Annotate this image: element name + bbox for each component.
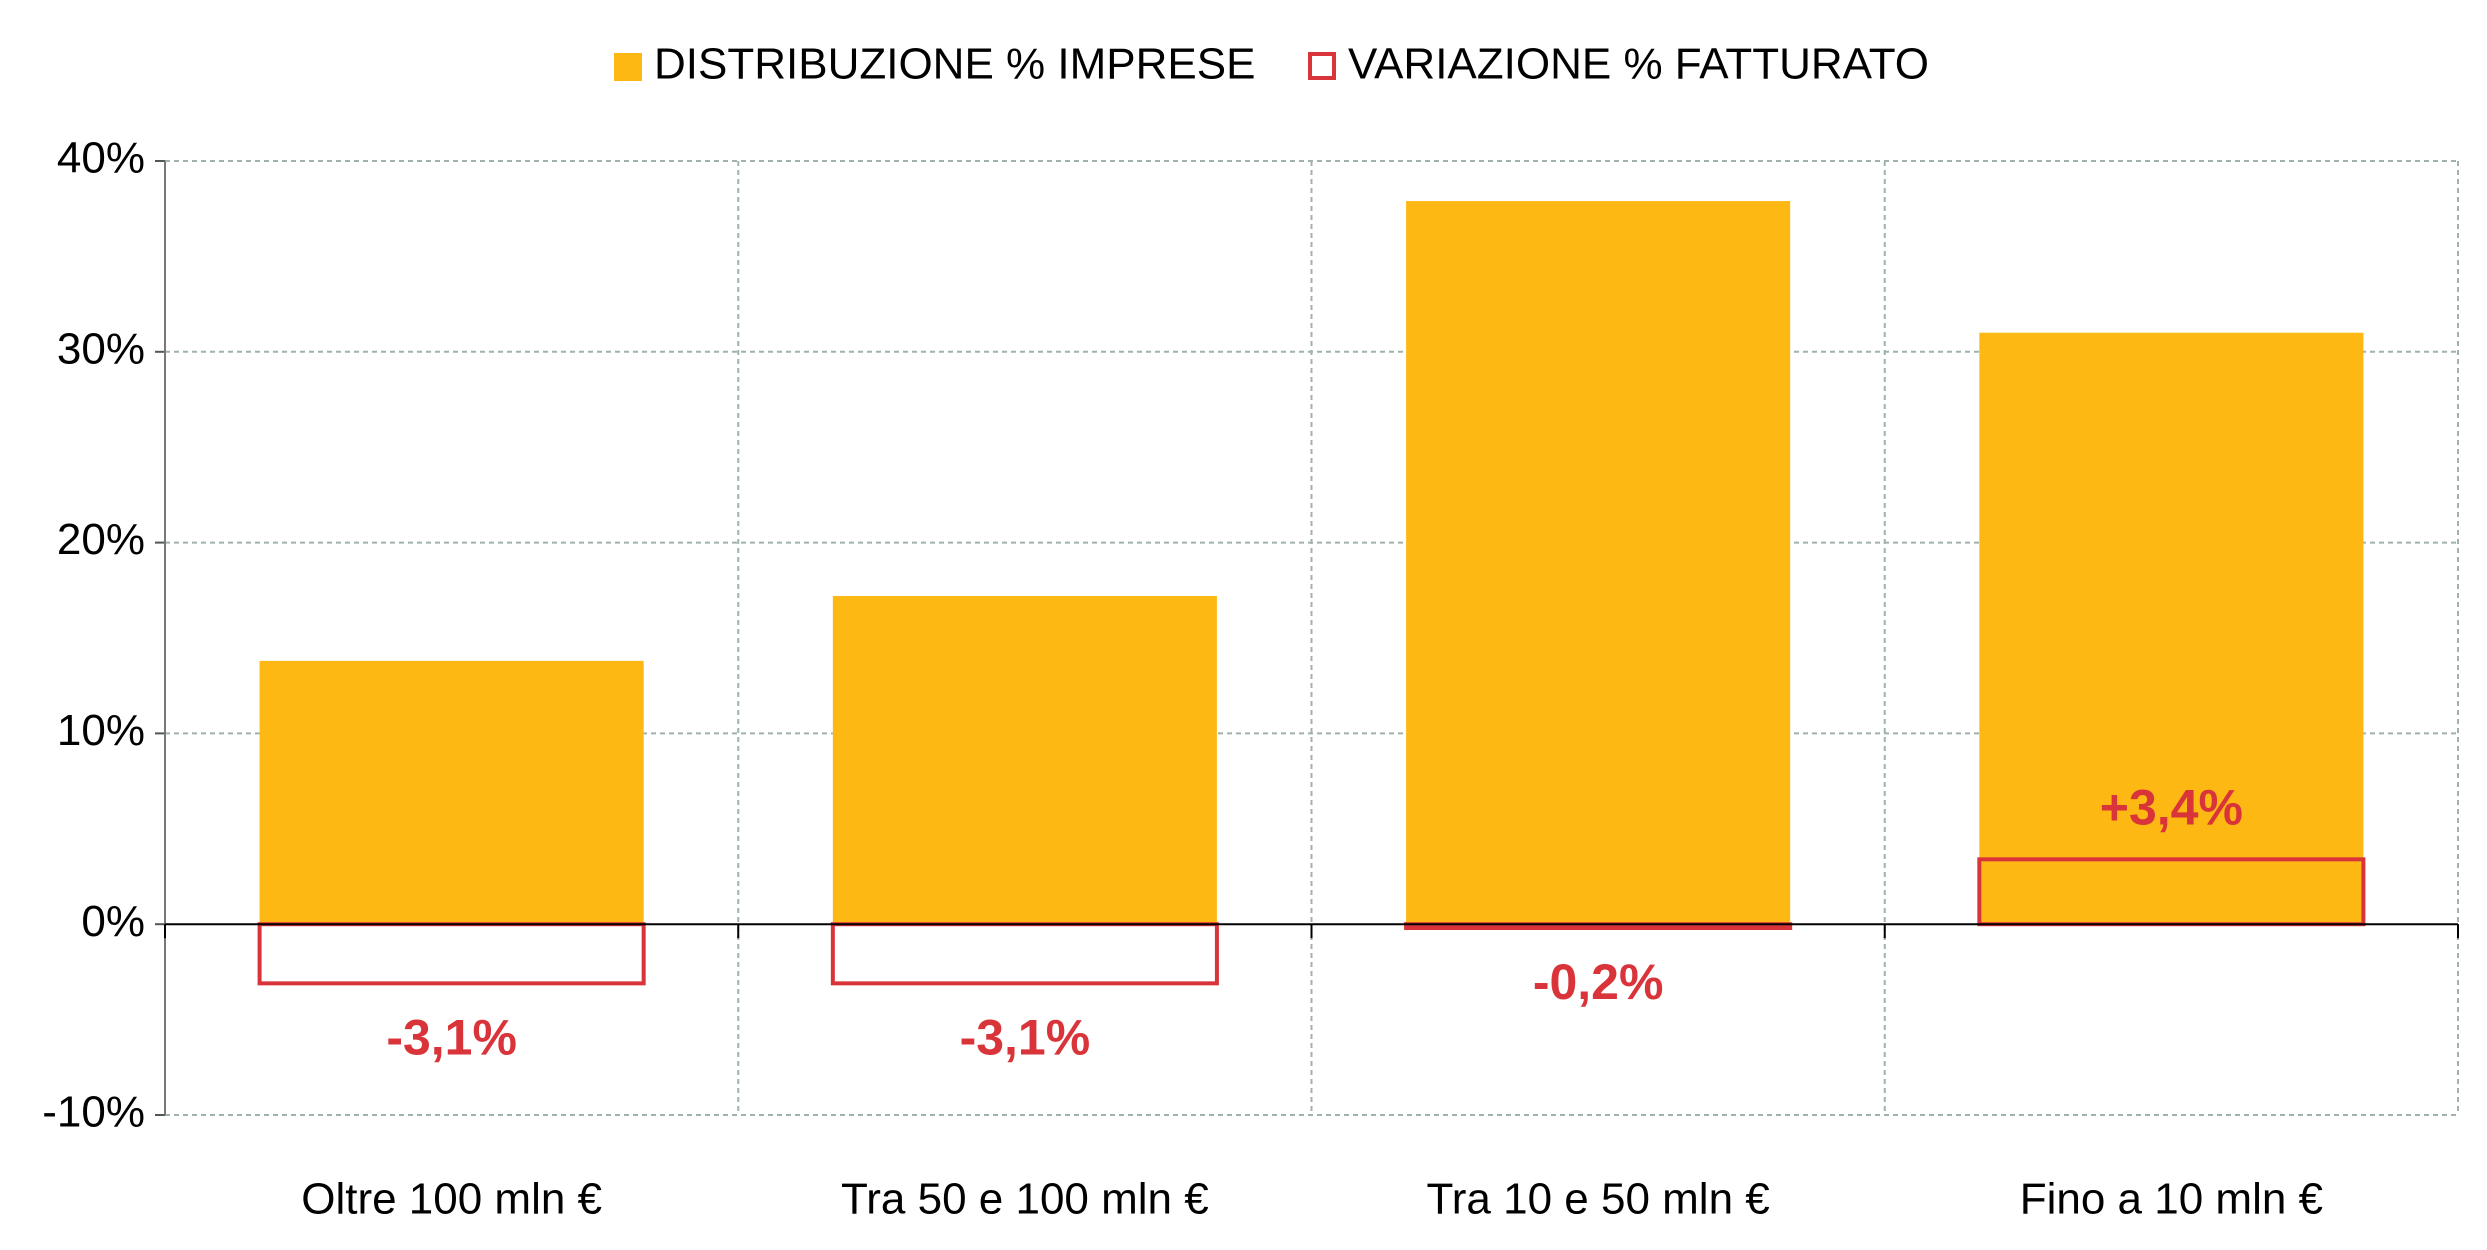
bar-outline bbox=[257, 922, 646, 986]
legend-label: VARIAZIONE % FATTURATO bbox=[1348, 40, 1929, 89]
x-tick-label: Oltre 100 mln € bbox=[301, 1175, 602, 1224]
data-label: -0,2% bbox=[1533, 954, 1664, 1010]
legend-swatch bbox=[1308, 52, 1336, 80]
y-tick-label: 10% bbox=[57, 706, 145, 755]
y-tick-label: 0% bbox=[81, 897, 145, 946]
y-tick-label: 40% bbox=[57, 134, 145, 183]
y-tick-label: 30% bbox=[57, 324, 145, 373]
bar bbox=[832, 596, 1217, 925]
legend-label: DISTRIBUZIONE % IMPRESE bbox=[654, 40, 1255, 89]
data-label: +3,4% bbox=[2100, 780, 2243, 836]
x-tick-label: Fino a 10 mln € bbox=[2020, 1175, 2323, 1224]
bar-outline bbox=[830, 922, 1219, 986]
bar bbox=[1979, 332, 2364, 925]
data-label: -3,1% bbox=[960, 1010, 1091, 1066]
bar bbox=[1406, 201, 1791, 925]
bar bbox=[259, 660, 644, 925]
y-tick-label: -10% bbox=[42, 1088, 145, 1137]
legend-swatch bbox=[614, 53, 642, 81]
data-label: -3,1% bbox=[386, 1010, 517, 1066]
y-tick-label: 20% bbox=[57, 515, 145, 564]
x-tick-label: Tra 10 e 50 mln € bbox=[1427, 1175, 1770, 1224]
x-tick-label: Tra 50 e 100 mln € bbox=[841, 1175, 1209, 1224]
